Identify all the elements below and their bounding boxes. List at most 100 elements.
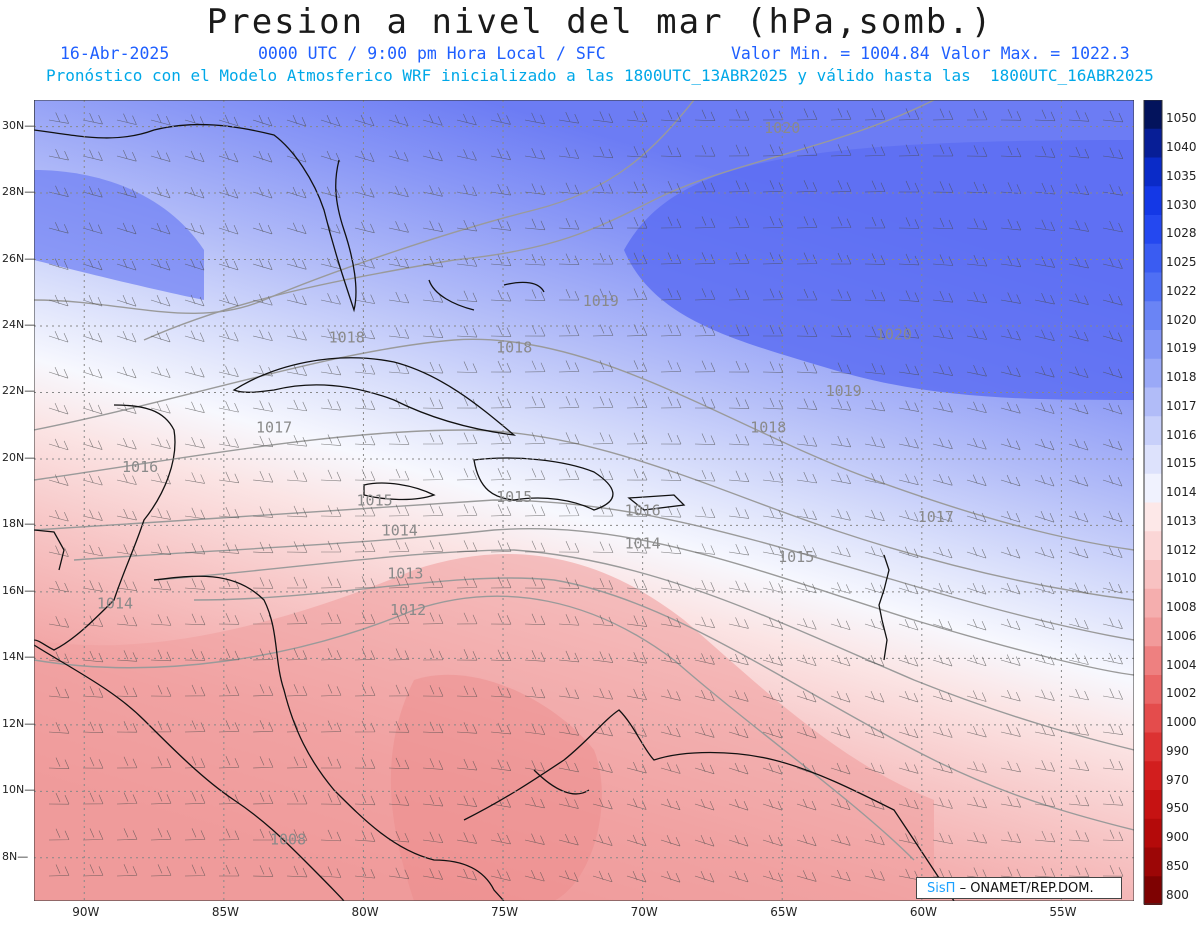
wind-barb [1102,366,1123,379]
wind-barb [252,258,273,270]
wind-barb [82,509,103,521]
wind-barb [150,366,171,378]
max-value: Valor Max. = 1022.3 [941,44,1130,63]
coastlines [34,100,955,901]
latitude-label: 20N— [2,450,36,464]
wind-barb [626,360,648,373]
wind-barb [864,326,886,338]
wind-barb [184,578,206,590]
wind-barb [592,541,614,553]
wind-barb [898,510,919,522]
wind-barb [490,183,512,196]
wind-barb [286,435,308,447]
colorbar-label: 1022 [1166,283,1197,298]
wind-barb [592,578,614,590]
wind-barb [592,324,614,337]
wind-barb [1102,439,1123,451]
wind-barb [184,507,206,520]
wind-barb [286,720,308,733]
wind-barb [150,330,171,343]
colorbar-label: 1030 [1166,197,1197,212]
longitude-label: 90W [72,905,100,919]
wind-barb [830,691,851,703]
isobar-label: 1015 [357,491,393,509]
colorbar-swatch [1144,272,1162,302]
colorbar-swatch [1144,387,1162,417]
wind-barb [830,582,851,594]
colorbar-swatch [1144,416,1162,446]
credit-brand: SisΠ [927,881,956,896]
wind-barb [422,504,444,517]
wind-barb [966,108,988,121]
wind-barb [932,619,953,631]
wind-barb [626,252,648,265]
longitude-label: 55W [1049,905,1077,919]
colorbar-label: 1016 [1166,427,1197,442]
wind-barb [966,474,987,486]
wind-barb [252,720,274,733]
wind-barb [626,468,648,481]
wind-barb [218,828,240,841]
wind-barb [456,219,478,232]
wind-barb [864,436,885,448]
wind-barb [1068,510,1089,523]
wind-barb [592,217,614,229]
wind-barb [150,578,172,591]
wind-barb [1068,688,1089,701]
wind-barb [286,115,307,127]
colorbar-label: 1019 [1166,341,1197,356]
colorbar-swatch [1144,215,1162,245]
wind-barb [796,798,817,811]
wind-barb [830,869,851,882]
wind-barb [1068,330,1089,342]
wind-barb [354,540,376,553]
wind-barb [932,726,953,738]
wind-barb [354,648,376,661]
wind-barb [456,149,477,161]
wind-barb [116,792,138,805]
wind-barb [694,726,715,738]
wind-barb [898,473,919,486]
isobar-label: 1014 [625,535,661,553]
wind-barb [456,468,478,481]
wind-barb [320,505,342,517]
wind-barb [558,396,580,409]
wind-barb [218,330,239,342]
wind-barb [1068,759,1090,771]
wind-barb [286,792,308,805]
wind-barb [1034,402,1055,414]
wind-barb [932,761,953,774]
longitude-label: 85W [211,905,239,919]
wind-barb [694,871,715,883]
wind-barb [388,185,409,198]
wind-barb [1068,293,1089,305]
wind-barb [150,259,171,271]
wind-barb [694,180,716,193]
wind-barb [388,114,409,127]
wind-barb [490,432,512,445]
wind-barb [252,541,274,554]
wind-barb [252,222,273,235]
wind-barb [388,150,409,162]
wind-barb [116,650,138,662]
wind-barb [48,331,69,343]
wind-barb [966,725,987,738]
wind-barb [898,762,919,774]
wind-barb [626,217,648,229]
colorbar-label: 990 [1166,743,1189,758]
wind-barb [966,796,987,809]
wind-barb [524,650,546,662]
wind-barb [796,508,817,520]
wind-barb [490,468,512,481]
wind-barb [694,543,716,555]
wind-barb [48,651,70,663]
wind-barb [490,832,511,845]
longitude-label: 70W [630,905,658,919]
wind-barb [48,793,70,805]
colorbar-swatch [1144,847,1162,877]
wind-barb [1000,796,1022,808]
wind-barb [592,870,613,883]
wind-barb [354,292,375,304]
wind-barb [524,148,546,160]
wind-barb [388,256,409,268]
